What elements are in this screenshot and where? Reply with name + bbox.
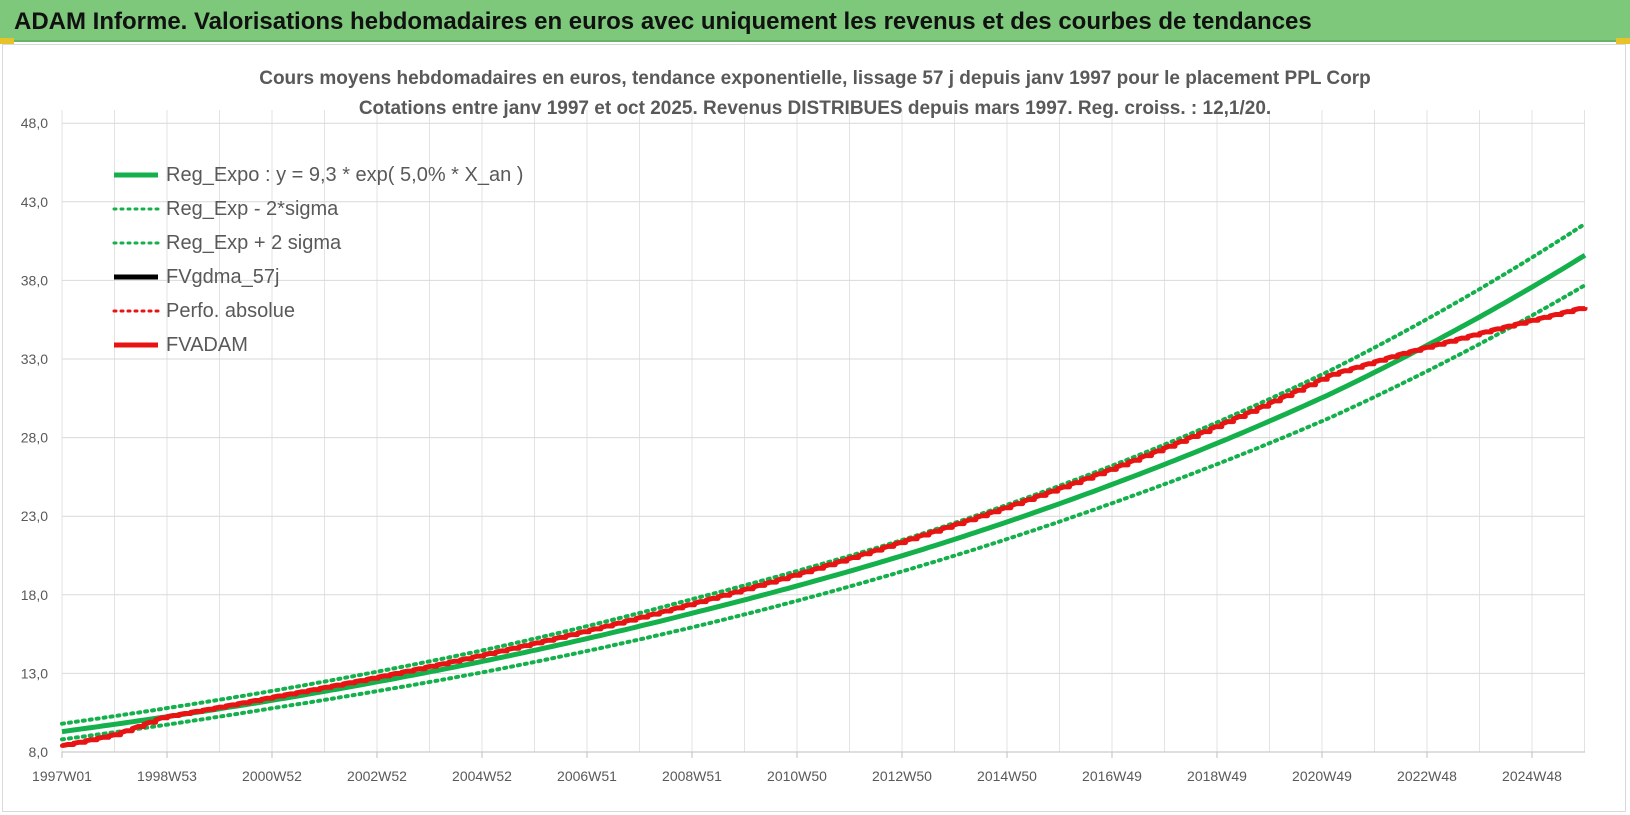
series-line-1	[60, 283, 1587, 742]
x-tick-label: 2016W49	[1082, 768, 1142, 784]
report-banner: ADAM Informe. Valorisations hebdomadaire…	[0, 0, 1630, 42]
series-line-4	[60, 305, 1587, 748]
legend-item: FVgdma_57j	[112, 260, 523, 294]
legend-item: Perfo. absolue	[112, 294, 523, 328]
legend-label: Reg_Exp - 2*sigma	[166, 197, 339, 220]
y-tick-label: 13,0	[21, 665, 48, 681]
y-tick-label: 23,0	[21, 508, 48, 524]
y-tick-label: 8,0	[29, 744, 49, 760]
legend-swatch	[114, 172, 158, 178]
x-tick-label: 2020W49	[1292, 768, 1352, 784]
x-tick-label: 1997W01	[32, 768, 92, 784]
legend-item: Reg_Exp + 2 sigma	[112, 226, 523, 260]
chart-legend: Reg_Expo : y = 9,3 * exp( 5,0% * X_an ) R…	[112, 158, 523, 362]
x-tick-label: 2022W48	[1397, 768, 1457, 784]
chart-title-line-1: Cours moyens hebdomadaires en euros, ten…	[259, 68, 1371, 89]
series-line-5	[61, 306, 1588, 749]
x-tick-label: 1998W53	[137, 768, 197, 784]
legend-label: Reg_Exp + 2 sigma	[166, 231, 342, 254]
x-tick-label: 2014W50	[977, 768, 1037, 784]
y-tick-label: 33,0	[21, 351, 48, 367]
x-tick-label: 2008W51	[662, 768, 722, 784]
legend-item: Reg_Exp - 2*sigma	[112, 192, 523, 226]
legend-swatch	[112, 241, 160, 245]
legend-label: Reg_Expo : y = 9,3 * exp( 5,0% * X_an )	[166, 163, 524, 186]
x-tick-label: 2000W52	[242, 768, 302, 784]
legend-item: Reg_Expo : y = 9,3 * exp( 5,0% * X_an )	[112, 158, 523, 192]
chart-frame	[2, 44, 1626, 812]
legend-label: Perfo. absolue	[166, 299, 295, 322]
legend-label: FVgdma_57j	[166, 265, 280, 288]
legend-swatch	[112, 207, 160, 211]
legend-swatch	[114, 342, 158, 348]
corner-accent-right	[1616, 38, 1630, 44]
series-line-0	[61, 253, 1587, 735]
legend-swatch	[114, 274, 158, 280]
x-tick-label: 2004W52	[452, 768, 512, 784]
legend-label: FVADAM	[166, 333, 248, 356]
x-tick-label: 2012W50	[872, 768, 932, 784]
y-tick-label: 48,0	[21, 115, 48, 131]
x-tick-label: 2002W52	[347, 768, 407, 784]
chart-title-line-2: Cotations entre janv 1997 et oct 2025. R…	[358, 98, 1272, 119]
y-tick-label: 43,0	[21, 194, 48, 210]
x-tick-label: 2018W49	[1187, 768, 1247, 784]
corner-accent-left	[0, 38, 14, 44]
y-tick-label: 38,0	[21, 272, 48, 288]
x-tick-label: 2010W50	[767, 768, 827, 784]
x-tick-label: 2006W51	[557, 768, 617, 784]
series-line-2	[60, 221, 1587, 726]
legend-item: FVADAM	[112, 328, 523, 362]
y-tick-label: 28,0	[21, 430, 48, 446]
legend-swatch	[112, 309, 160, 313]
y-tick-label: 18,0	[21, 587, 48, 603]
report-title: ADAM Informe. Valorisations hebdomadaire…	[14, 8, 1312, 35]
x-tick-label: 2024W48	[1502, 768, 1562, 784]
